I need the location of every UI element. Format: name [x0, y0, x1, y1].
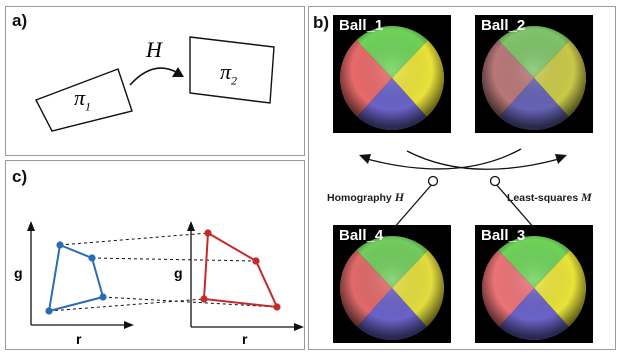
mapping-arrows [359, 148, 567, 230]
ball-2-image: Ball_2 [475, 15, 593, 133]
junction-right [489, 175, 501, 187]
arrowhead-icon [359, 154, 371, 164]
ball-3-title: Ball_3 [481, 227, 526, 244]
panel-c-label: c) [12, 167, 28, 186]
plane-1-shape [35, 68, 133, 132]
left-y-arrow-icon [27, 221, 35, 231]
target-quad [202, 231, 279, 309]
plane-2-shape [189, 36, 275, 104]
stem-left [392, 182, 434, 230]
arrowhead-icon [555, 154, 567, 164]
ball-1-image: Ball_1 [333, 15, 451, 133]
ball-1-title: Ball_1 [339, 17, 384, 34]
panel-a: a) π1 π2 H [5, 6, 305, 156]
left-axis-x-label: r [76, 331, 82, 347]
left-axis-y-label: g [14, 265, 23, 281]
ball-2-title: Ball_2 [481, 17, 526, 34]
source-quad [47, 243, 105, 313]
source-point [88, 254, 96, 262]
homography-caption: Homography H [327, 190, 405, 204]
transform-label: H [146, 37, 162, 62]
source-point [56, 241, 64, 249]
panel-b: b) Ball_1 [308, 6, 616, 350]
homography-diagram [35, 36, 275, 132]
source-point [99, 293, 107, 301]
target-point [200, 295, 208, 303]
panel-b-label: b) [313, 13, 330, 32]
least-squares-caption: Least-squares M [507, 190, 592, 204]
target-point [252, 257, 260, 265]
source-point [45, 307, 53, 315]
right-y-arrow-icon [187, 221, 195, 231]
plane-1-label: π1 [74, 85, 92, 114]
left-x-arrow-icon [124, 321, 134, 329]
arc-to-ball-2 [406, 150, 560, 170]
ball-4-image: Ball_4 [333, 225, 451, 343]
panel-a-label: a) [12, 11, 28, 30]
plane-2-label: π2 [220, 59, 238, 88]
correspondence-lines [48, 232, 278, 312]
transform-arrow [129, 67, 179, 86]
target-point [273, 303, 281, 311]
stem-right [494, 182, 536, 230]
panel-c: c) [5, 160, 305, 350]
chromaticity-diagram [27, 221, 304, 331]
arrowhead-icon [172, 67, 184, 77]
right-x-arrow-icon [294, 323, 304, 331]
ball-3-image: Ball_3 [475, 225, 593, 343]
right-axis-x-label: r [242, 331, 248, 347]
target-point [204, 229, 212, 237]
arc-to-ball-1 [366, 148, 522, 170]
ball-4-title: Ball_4 [339, 227, 384, 244]
right-axis-y-label: g [174, 265, 183, 281]
junction-left [427, 175, 439, 187]
